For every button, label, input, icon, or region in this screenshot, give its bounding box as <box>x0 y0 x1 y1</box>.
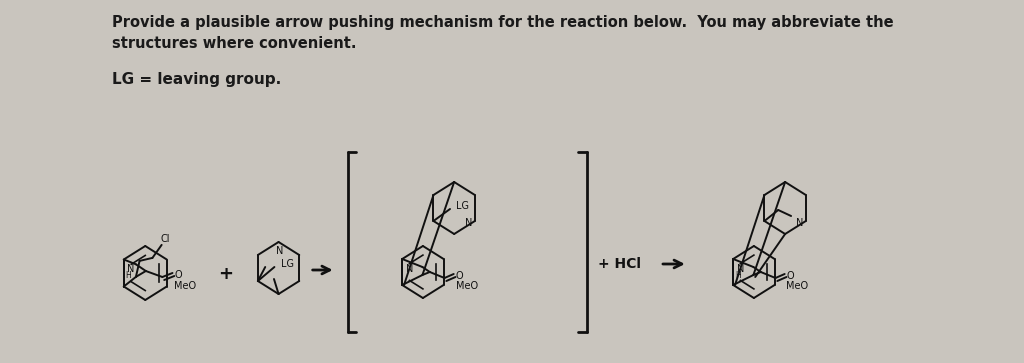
Text: N: N <box>127 264 135 273</box>
Text: Cl: Cl <box>161 234 170 244</box>
Text: H: H <box>735 272 740 281</box>
Text: + HCl: + HCl <box>598 257 641 271</box>
Text: MeO: MeO <box>174 281 197 291</box>
Text: O: O <box>786 271 794 281</box>
Text: +: + <box>218 265 232 283</box>
Text: O: O <box>456 271 463 281</box>
Text: H: H <box>126 271 131 280</box>
Text: LG: LG <box>457 201 469 211</box>
Text: O: O <box>174 270 182 280</box>
Text: N: N <box>737 264 744 274</box>
Text: N: N <box>275 246 284 256</box>
Text: Provide a plausible arrow pushing mechanism for the reaction below.  You may abb: Provide a plausible arrow pushing mechan… <box>113 15 894 30</box>
Text: LG: LG <box>281 259 294 269</box>
Text: MeO: MeO <box>786 281 809 291</box>
Text: LG = leaving group.: LG = leaving group. <box>113 72 282 87</box>
Text: structures where convenient.: structures where convenient. <box>113 36 356 51</box>
Text: N: N <box>406 264 414 274</box>
Text: N: N <box>796 218 803 228</box>
Text: N: N <box>465 218 472 228</box>
Text: MeO: MeO <box>456 281 477 291</box>
